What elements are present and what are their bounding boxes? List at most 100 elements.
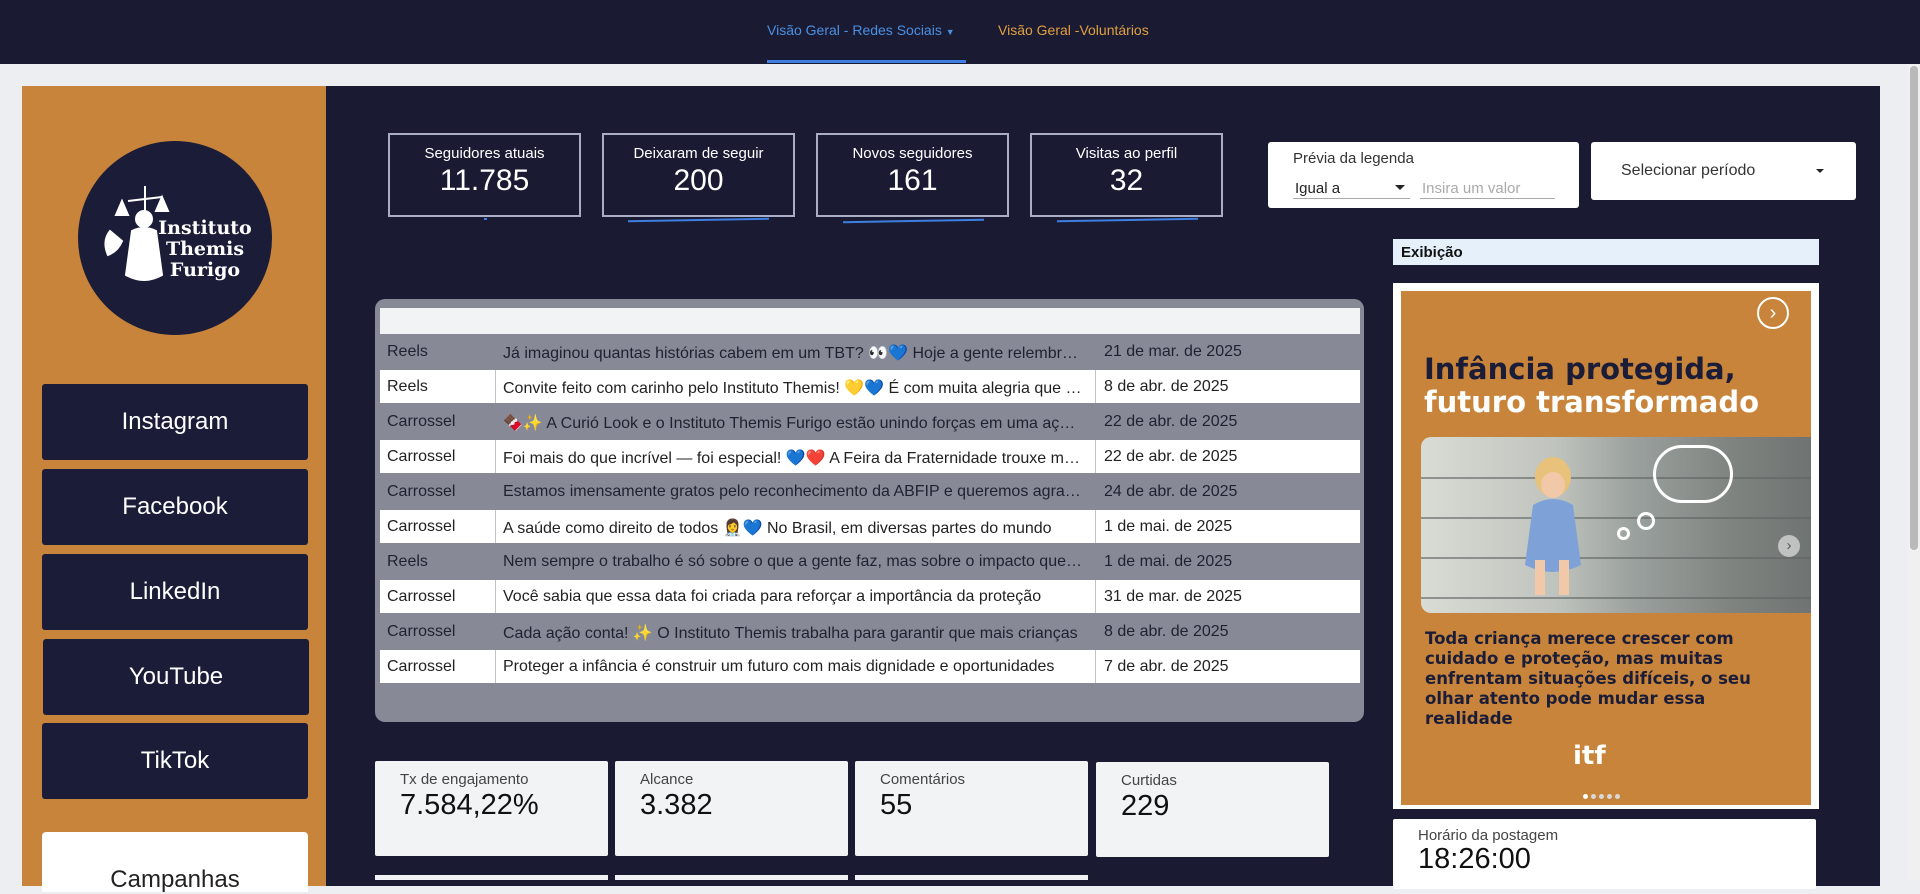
metric-card-partial: [615, 875, 848, 880]
slide-photo: [1421, 437, 1811, 613]
metric-label: Alcance: [640, 771, 694, 788]
metric-label: Curtidas: [1121, 772, 1177, 789]
chevron-down-icon: [1395, 185, 1405, 190]
sidebar-item-linkedin[interactable]: LinkedIn: [42, 554, 308, 630]
table-row[interactable]: Reels Convite feito com carinho pelo Ins…: [380, 370, 1360, 403]
metric-value: 55: [880, 789, 913, 821]
kpi-seguidores-atuais: Seguidores atuais 11.785: [388, 133, 581, 217]
sidebar-item-campanhas[interactable]: Campanhas: [42, 832, 308, 893]
table-row[interactable]: Carrossel Foi mais do que incrível — foi…: [380, 440, 1360, 473]
period-selector[interactable]: Selecionar período: [1591, 142, 1856, 200]
value-input[interactable]: Insira um valor: [1420, 175, 1555, 199]
post-type: Carrossel: [387, 448, 456, 465]
chevron-down-icon: ▼: [945, 27, 955, 37]
post-type: Carrossel: [387, 483, 456, 500]
filter-previa-legenda: Prévia da legenda Igual a Insira um valo…: [1268, 142, 1579, 208]
slide-title-line2: futuro transformado: [1424, 385, 1760, 419]
post-date: 21 de mar. de 2025: [1104, 343, 1242, 360]
table-row[interactable]: Reels Já imaginou quantas histórias cabe…: [380, 335, 1360, 368]
sidebar-item-tiktok[interactable]: TikTok: [42, 723, 308, 799]
operator-value: Igual a: [1295, 180, 1341, 197]
horario-value: 18:26:00: [1418, 843, 1531, 875]
post-caption: Nem sempre o trabalho é só sobre o que a…: [503, 553, 1083, 570]
sidebar-item-facebook[interactable]: Facebook: [42, 469, 308, 545]
kpi-novos-seguidores: Novos seguidores 161: [816, 133, 1009, 217]
metric-comentarios: Comentários 55: [855, 761, 1088, 856]
post-caption: Estamos imensamente gratos pelo reconhec…: [503, 483, 1083, 500]
table-row[interactable]: Carrossel Você sabia que essa data foi c…: [380, 580, 1360, 613]
sparkline: [483, 217, 488, 221]
kpi-label: Seguidores atuais: [424, 145, 545, 162]
operator-select[interactable]: Igual a: [1293, 175, 1410, 199]
carousel-next-button[interactable]: ›: [1778, 535, 1800, 557]
post-caption: Você sabia que essa data foi criada para…: [503, 588, 1042, 605]
carousel-dot[interactable]: [1599, 794, 1604, 799]
carousel-dots: [1583, 786, 1623, 804]
table-row[interactable]: Reels Nem sempre o trabalho é só sobre o…: [380, 545, 1360, 578]
post-caption: A saúde como direito de todos 👩‍⚕️💙 No B…: [503, 520, 1052, 537]
horario-postagem-card: Horário da postagem 18:26:00: [1393, 819, 1816, 889]
post-caption: Cada ação conta! ✨ O Instituto Themis tr…: [503, 625, 1078, 642]
post-date: 8 de abr. de 2025: [1104, 623, 1229, 640]
justice-figure-icon: [104, 186, 170, 281]
post-caption: Foi mais do que incrível — foi especial!…: [503, 450, 1083, 467]
metric-curtidas: Curtidas 229: [1096, 762, 1329, 857]
kpi-value: 161: [887, 164, 938, 197]
kpi-value: 11.785: [439, 164, 530, 197]
metric-value: 7.584,22%: [400, 789, 539, 821]
kpi-label: Deixaram de seguir: [633, 145, 764, 162]
table-row[interactable]: Carrossel Cada ação conta! ✨ O Instituto…: [380, 615, 1360, 648]
child-illustration: [1525, 457, 1581, 595]
kpi-label: Visitas ao perfil: [1075, 145, 1178, 162]
metric-label: Comentários: [880, 771, 966, 788]
post-type: Carrossel: [387, 658, 456, 675]
metric-label: Tx de engajamento: [400, 771, 529, 788]
tab-visao-geral-redes-sociais[interactable]: Visão Geral - Redes Sociais ▼: [767, 22, 955, 38]
metric-engajamento: Tx de engajamento 7.584,22%: [375, 761, 608, 856]
slide-arrow-icon: ›: [1757, 297, 1789, 329]
slide-title-line1: Infância protegida,: [1424, 352, 1736, 386]
post-date: 22 de abr. de 2025: [1104, 448, 1238, 465]
thought-bubble: [1653, 445, 1733, 503]
kpi-visitas-ao-perfil: Visitas ao perfil 32: [1030, 133, 1223, 217]
kpi-value: 200: [673, 164, 724, 197]
horario-label: Horário da postagem: [1418, 827, 1559, 844]
thought-bubble-dot: [1617, 527, 1630, 540]
carousel-dot[interactable]: [1583, 794, 1588, 799]
post-type: Carrossel: [387, 588, 456, 605]
slide-text: Toda criança merece crescer com cuidado …: [1425, 629, 1751, 728]
top-nav-bar: [0, 0, 1920, 64]
post-date: 7 de abr. de 2025: [1104, 658, 1229, 675]
slide-brand: itf: [1573, 741, 1606, 771]
sidebar-item-youtube[interactable]: YouTube: [43, 639, 309, 715]
slide-title: Infância protegida, futuro transformado: [1424, 353, 1804, 419]
carousel-dot[interactable]: [1591, 794, 1596, 799]
kpi-deixaram-de-seguir: Deixaram de seguir 200: [602, 133, 795, 217]
metric-value: 3.382: [640, 789, 713, 821]
kpi-value: 32: [1109, 164, 1144, 197]
post-type: Carrossel: [387, 518, 456, 535]
post-caption: Convite feito com carinho pelo Instituto…: [503, 380, 1083, 397]
metric-alcance: Alcance 3.382: [615, 761, 848, 856]
active-tab-indicator: [767, 60, 966, 63]
table-row[interactable]: Carrossel 🍫✨ A Curió Look e o Instituto …: [380, 405, 1360, 438]
post-type: Carrossel: [387, 623, 456, 640]
post-date: 1 de mai. de 2025: [1104, 553, 1233, 570]
sidebar-item-instagram[interactable]: Instagram: [42, 384, 308, 460]
tab-label: Visão Geral - Redes Sociais: [767, 22, 942, 38]
thought-bubble-dot: [1637, 512, 1655, 530]
scrollbar-thumb[interactable]: [1910, 66, 1918, 550]
table-row[interactable]: Carrossel Proteger a infância é construi…: [380, 650, 1360, 683]
period-label: Selecionar período: [1621, 162, 1756, 179]
tab-visao-geral-voluntarios[interactable]: Visão Geral -Voluntários: [998, 22, 1149, 38]
table-row[interactable]: Carrossel Estamos imensamente gratos pel…: [380, 475, 1360, 508]
post-type: Reels: [387, 343, 428, 360]
carousel-dot[interactable]: [1615, 794, 1620, 799]
carousel-dot[interactable]: [1607, 794, 1612, 799]
table-row[interactable]: Carrossel A saúde como direito de todos …: [380, 510, 1360, 543]
kpi-label: Novos seguidores: [852, 145, 973, 162]
logo: [78, 141, 272, 335]
exibicao-title: Exibição: [1393, 239, 1819, 265]
post-date: 1 de mai. de 2025: [1104, 518, 1233, 535]
filter-title: Prévia da legenda: [1293, 150, 1414, 167]
